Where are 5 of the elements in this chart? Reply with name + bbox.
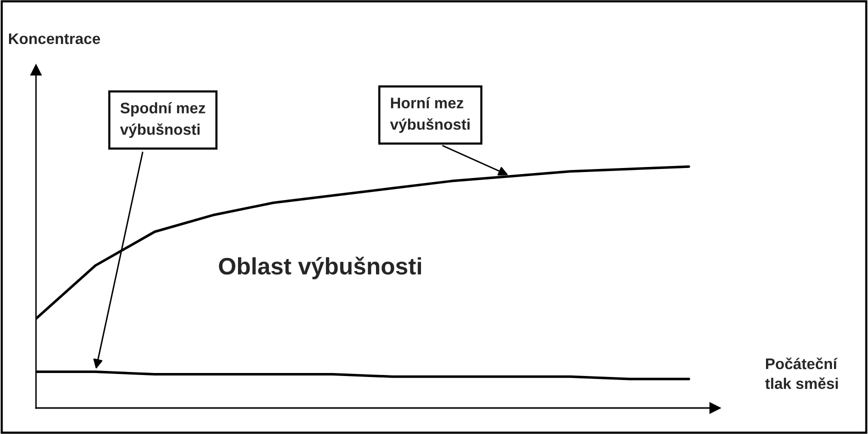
text: Spodní mez výbušnosti bbox=[120, 102, 206, 138]
text: Horní mez výbušnosti bbox=[390, 97, 470, 133]
x-axis-title: Počáteční tlak směsi bbox=[765, 358, 838, 389]
annotation: Oblast výbušnosti bbox=[218, 256, 421, 280]
text: Koncentrace bbox=[9, 33, 100, 44]
